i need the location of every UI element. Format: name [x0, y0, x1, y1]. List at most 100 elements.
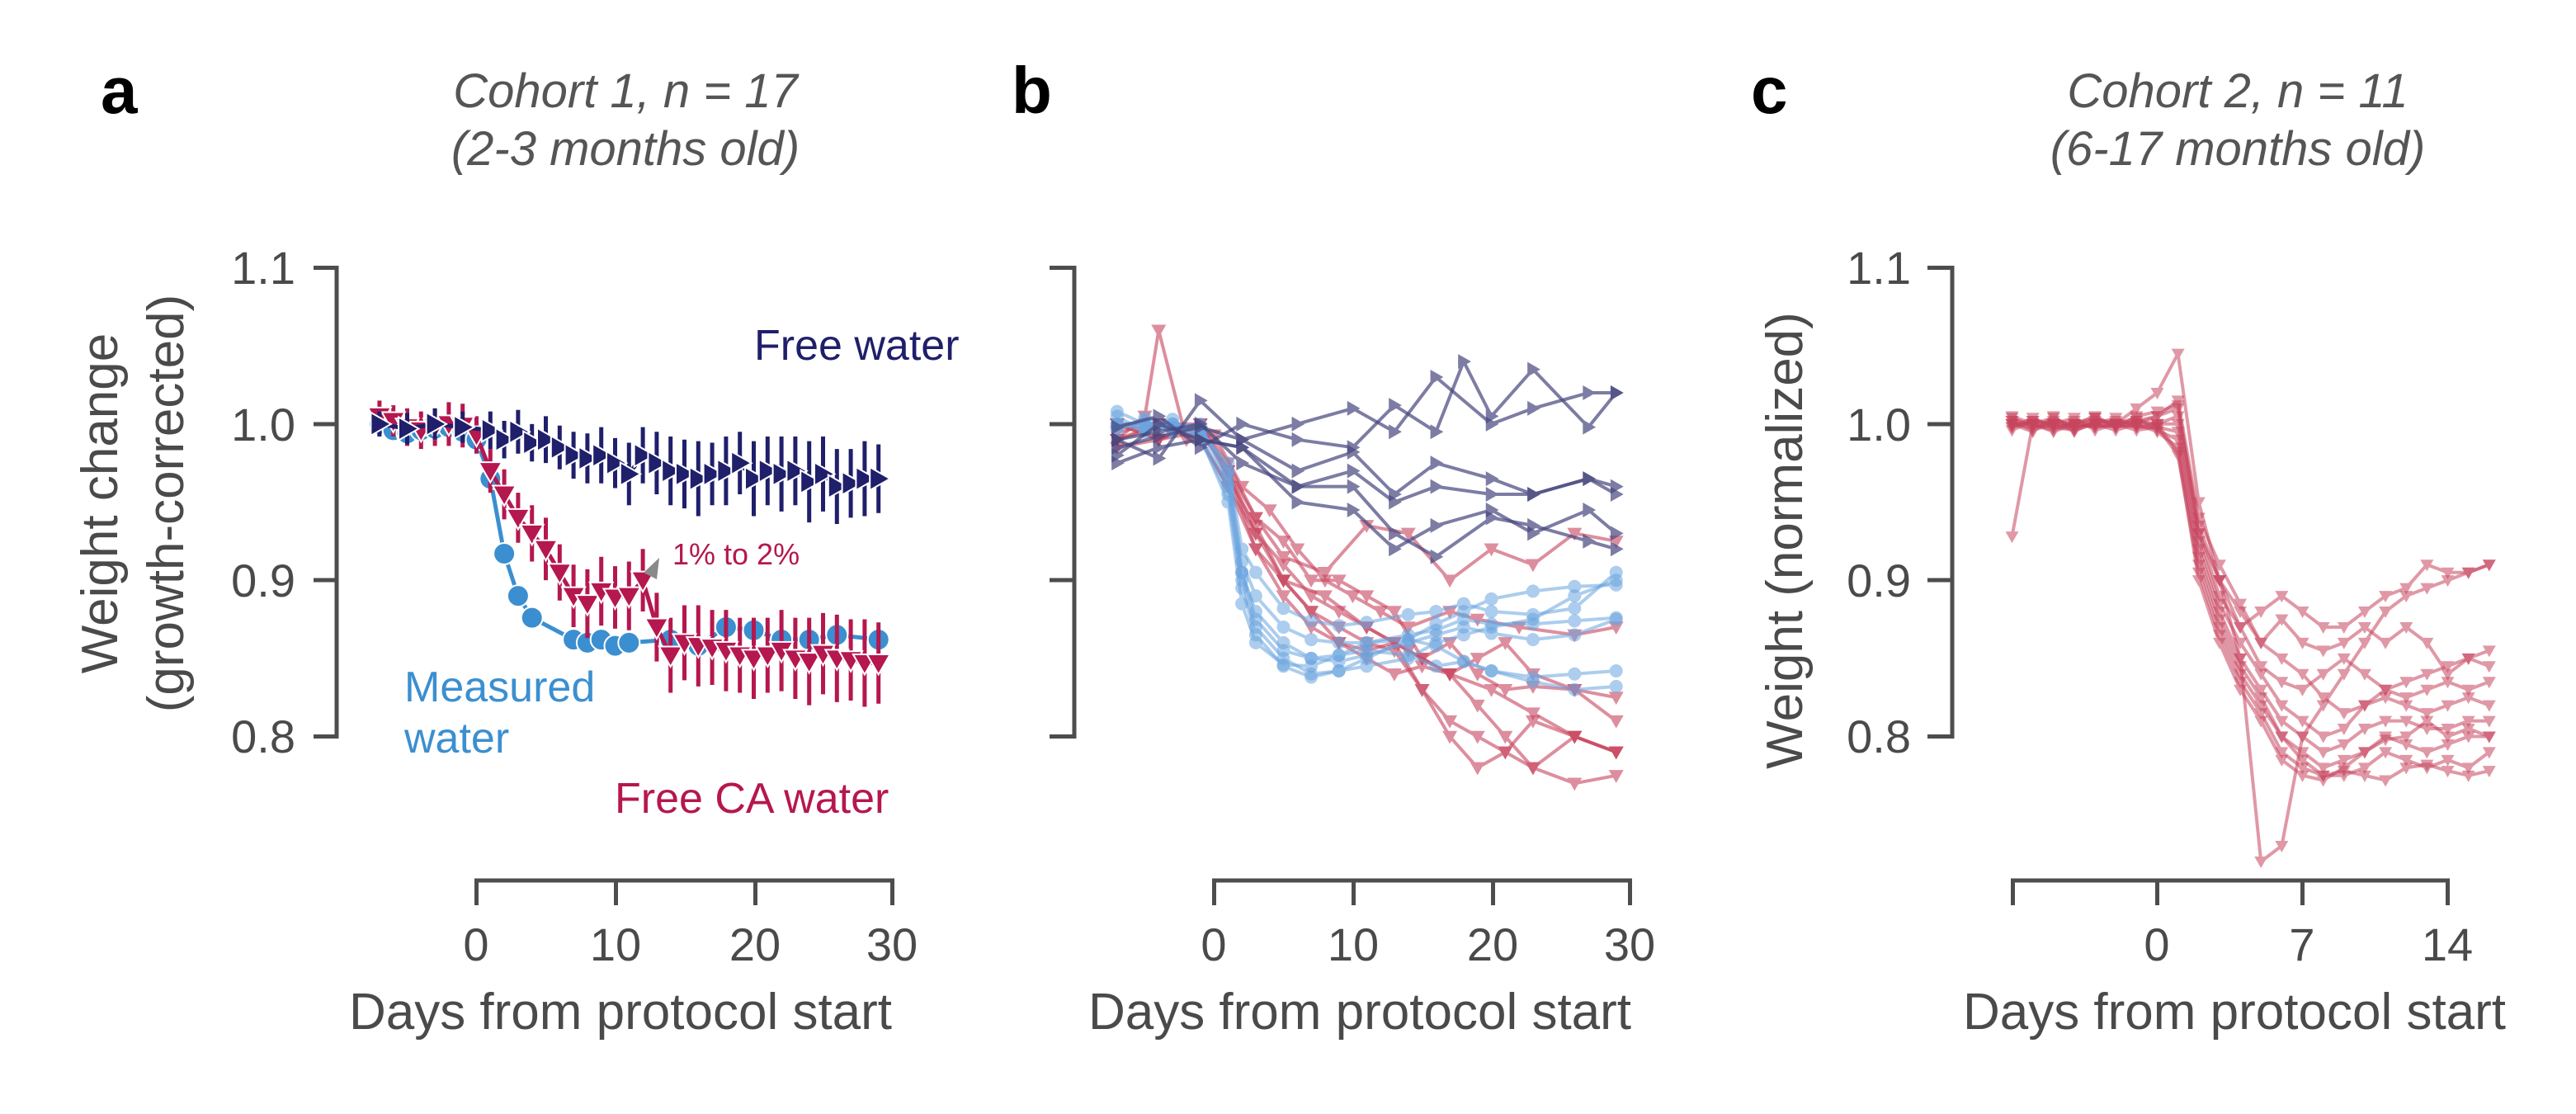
line-free-ca-water [2010, 404, 2490, 863]
point-measured-water [1305, 633, 1319, 647]
point-measured-water [1568, 579, 1582, 593]
point-measured-water [1568, 628, 1582, 642]
point-measured-water [493, 541, 517, 565]
point-free-ca-water [2130, 416, 2144, 428]
point-free-ca-water [1567, 730, 1583, 744]
point-free-ca-water [2399, 731, 2413, 743]
point-free-ca-water [2005, 416, 2019, 428]
point-free-water [771, 460, 795, 488]
point-free-ca-water [2337, 621, 2351, 634]
point-free-water [1458, 354, 1471, 370]
point-free-ca-water [2461, 692, 2475, 705]
point-free-water [1583, 533, 1597, 549]
point-free-ca-water [1414, 683, 1430, 697]
point-free-ca-water [2441, 724, 2455, 736]
point-free-water [1610, 541, 1624, 557]
point-free-water [1153, 440, 1167, 456]
point-free-water [633, 441, 657, 469]
point-free-water [1194, 432, 1208, 447]
point-free-water [1291, 494, 1305, 510]
point-free-ca-water [2399, 677, 2413, 689]
point-measured-water [1456, 612, 1470, 626]
point-free-ca-water [2420, 708, 2434, 720]
point-free-water [1583, 385, 1597, 400]
point-free-ca-water [2109, 413, 2123, 425]
point-free-ca-water [2337, 762, 2351, 775]
panel-b-y-axis [1050, 266, 1077, 739]
point-free-ca-water [2275, 614, 2289, 626]
point-free-ca-water [2295, 607, 2309, 619]
point-free-ca-water [865, 654, 892, 677]
point-free-ca-water [2482, 731, 2496, 743]
animal-free-ca-water [2005, 416, 2496, 787]
panel-a-x-ticklabel-30: 30 [866, 918, 918, 970]
panel-a-title-line2: (2-3 months old) [451, 122, 800, 176]
panel-a-y-ticklabel-0.8: 0.8 [231, 710, 295, 762]
point-free-ca-water [2399, 591, 2413, 603]
animal-free-ca-water [2005, 416, 2496, 743]
point-measured-water [1276, 620, 1290, 634]
panel-letter-c: c [1751, 54, 1788, 127]
point-free-ca-water [2067, 413, 2081, 425]
point-free-ca-water [2357, 770, 2371, 782]
panel-c-plot-area [2005, 348, 2496, 868]
point-free-water [1583, 471, 1597, 487]
panel-a-plot-area [366, 400, 892, 707]
point-free-ca-water [1386, 606, 1402, 620]
point-free-ca-water [1400, 527, 1416, 541]
point-free-ca-water [2482, 645, 2496, 658]
point-measured-water [1568, 589, 1582, 603]
panel-a-x-ticklabel-10: 10 [590, 918, 641, 970]
point-measured-water [1360, 616, 1374, 630]
panel-c-x-ticklabel-14: 14 [2422, 918, 2473, 970]
point-free-ca-water [1359, 520, 1375, 533]
point-free-water [1236, 416, 1250, 432]
point-free-ca-water [2461, 724, 2475, 736]
point-measured-water [1484, 605, 1498, 619]
point-free-ca-water [2337, 653, 2351, 665]
point-free-water [606, 450, 629, 476]
point-free-ca-water [2399, 700, 2413, 712]
point-measured-water [1401, 607, 1415, 621]
point-free-ca-water [1525, 559, 1540, 573]
point-free-ca-water [2337, 739, 2351, 751]
point-free-ca-water [2461, 770, 2475, 782]
point-free-water [647, 450, 670, 476]
point-free-ca-water [2420, 668, 2434, 681]
point-free-ca-water [2357, 607, 2371, 619]
point-free-ca-water [2275, 754, 2289, 767]
point-measured-water [1526, 675, 1540, 689]
point-free-ca-water [2441, 661, 2455, 673]
point-free-ca-water [2109, 418, 2123, 431]
panel-a-x-ticklabel-0: 0 [463, 918, 488, 970]
point-free-water [1389, 424, 1402, 440]
point-free-ca-water [2254, 637, 2268, 649]
point-free-ca-water [2254, 715, 2268, 728]
point-free-ca-water [2046, 418, 2060, 431]
point-measured-water [1305, 670, 1319, 684]
point-free-ca-water [1498, 730, 1513, 744]
point-free-ca-water [1470, 730, 1485, 744]
annotation-measured-water-line1: Measured [404, 663, 595, 711]
point-free-water [1236, 456, 1250, 471]
point-measured-water [1484, 592, 1498, 606]
point-free-ca-water [1290, 543, 1305, 557]
point-free-ca-water [2482, 747, 2496, 759]
point-free-water [730, 450, 753, 476]
annotation-ca-step: 1% to 2% [672, 537, 800, 571]
point-free-water [536, 427, 559, 453]
point-free-ca-water [2441, 668, 2455, 681]
point-measured-water [520, 606, 544, 630]
point-free-ca-water [2482, 700, 2496, 712]
point-free-water [480, 417, 504, 444]
point-free-ca-water [2441, 766, 2455, 778]
point-free-ca-water [2357, 747, 2371, 759]
point-measured-water [1110, 404, 1124, 418]
point-free-water [661, 457, 684, 484]
point-measured-water [1360, 635, 1374, 649]
point-free-ca-water [630, 570, 656, 594]
point-free-water [1347, 444, 1361, 460]
point-free-ca-water [1442, 730, 1458, 744]
point-free-water [522, 429, 545, 456]
point-free-ca-water [2234, 637, 2248, 649]
